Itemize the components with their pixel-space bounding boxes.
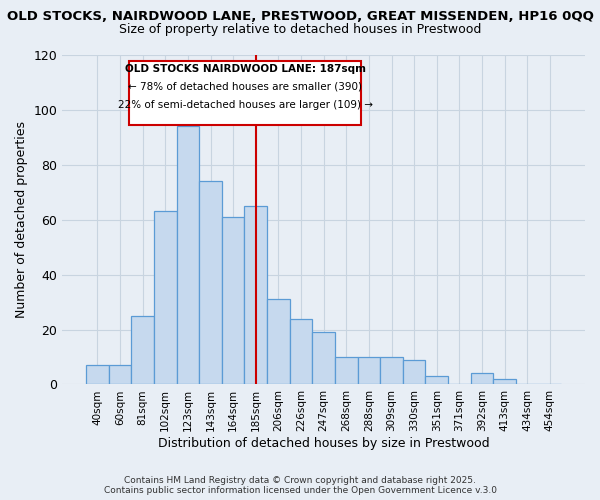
Text: ← 78% of detached houses are smaller (390): ← 78% of detached houses are smaller (39… <box>128 82 362 92</box>
Bar <box>403 360 425 384</box>
Bar <box>335 357 358 384</box>
Bar <box>267 300 290 384</box>
Bar <box>471 374 493 384</box>
Bar <box>358 357 380 384</box>
Text: Size of property relative to detached houses in Prestwood: Size of property relative to detached ho… <box>119 22 481 36</box>
Y-axis label: Number of detached properties: Number of detached properties <box>15 121 28 318</box>
Bar <box>109 365 131 384</box>
Bar <box>176 126 199 384</box>
Bar <box>131 316 154 384</box>
Text: OLD STOCKS NAIRDWOOD LANE: 187sqm: OLD STOCKS NAIRDWOOD LANE: 187sqm <box>125 64 366 74</box>
Bar <box>313 332 335 384</box>
Bar <box>425 376 448 384</box>
Bar <box>154 212 176 384</box>
Bar <box>199 182 222 384</box>
Bar <box>380 357 403 384</box>
Bar <box>493 379 516 384</box>
Bar <box>290 318 313 384</box>
Text: OLD STOCKS, NAIRDWOOD LANE, PRESTWOOD, GREAT MISSENDEN, HP16 0QQ: OLD STOCKS, NAIRDWOOD LANE, PRESTWOOD, G… <box>7 10 593 23</box>
Bar <box>86 365 109 384</box>
Bar <box>222 217 244 384</box>
Text: 22% of semi-detached houses are larger (109) →: 22% of semi-detached houses are larger (… <box>118 100 373 110</box>
X-axis label: Distribution of detached houses by size in Prestwood: Distribution of detached houses by size … <box>158 437 490 450</box>
Text: Contains public sector information licensed under the Open Government Licence v.: Contains public sector information licen… <box>104 486 497 495</box>
Bar <box>244 206 267 384</box>
Text: Contains HM Land Registry data © Crown copyright and database right 2025.: Contains HM Land Registry data © Crown c… <box>124 476 476 485</box>
